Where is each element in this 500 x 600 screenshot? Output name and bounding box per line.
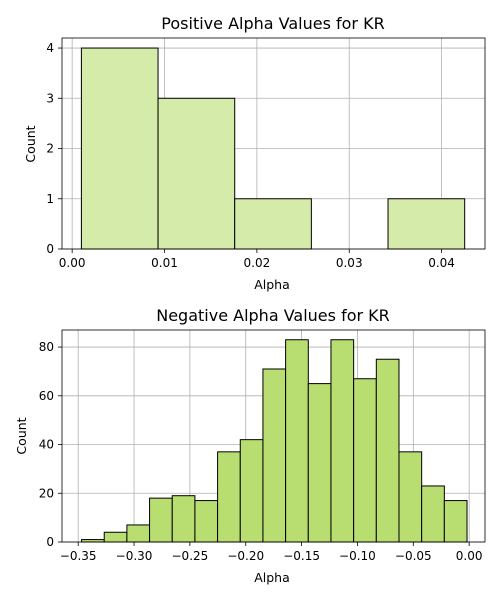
plot-frame xyxy=(61,37,486,250)
histogram-bar xyxy=(239,439,264,543)
y-axis-label: Count xyxy=(14,417,29,454)
histogram-bar xyxy=(217,451,241,543)
histogram-bar xyxy=(194,500,219,543)
negative-alpha-histogram: Negative Alpha Values for KR −0.35 −0.30−… xyxy=(14,306,486,585)
y-tick-label: 3 xyxy=(46,91,54,105)
histogram-bar xyxy=(398,451,423,543)
plot-frame xyxy=(61,329,486,543)
histogram-bar xyxy=(157,97,236,250)
y-tick-label: 40 xyxy=(39,438,54,452)
x-tick-label: 0.01 xyxy=(151,256,178,270)
y-axis-label: Count xyxy=(23,125,38,162)
x-tick-label: −0.30 xyxy=(116,549,153,563)
x-tick-label: −0.20 xyxy=(227,549,264,563)
y-tick-label: 0 xyxy=(46,535,54,549)
x-tick-label: 0.04 xyxy=(428,256,455,270)
y-tick-label: 20 xyxy=(39,486,54,500)
histogram-bar xyxy=(262,368,287,543)
y-tick-label: 60 xyxy=(39,389,54,403)
axes: −0.35 −0.30 −0.25 −0.20 −0.15 −0.10 −0.05 0.00 0… xyxy=(39,329,486,563)
histogram-bar xyxy=(171,495,196,543)
x-tick-label: −0.15 xyxy=(283,549,320,563)
histogram-bar xyxy=(375,358,400,543)
x-axis-label: Alpha xyxy=(254,570,290,585)
y-tick-label: 2 xyxy=(46,142,54,156)
x-tick-label: 0.00 xyxy=(59,256,86,270)
histogram-bar xyxy=(353,378,377,543)
chart-title: Negative Alpha Values for KR xyxy=(156,306,390,325)
positive-alpha-histogram: Positive Alpha Values for KR 0.00 0.01 0.0… xyxy=(23,14,486,292)
y-tick-label: 4 xyxy=(46,41,54,55)
histogram-bar xyxy=(80,47,159,250)
chart-title: Positive Alpha Values for KR xyxy=(161,14,384,33)
x-tick-label: 0.00 xyxy=(456,549,483,563)
x-tick-label: −0.25 xyxy=(172,549,209,563)
histogram-bar xyxy=(307,383,332,543)
x-tick-label: −0.35 xyxy=(60,549,97,563)
histogram-bar xyxy=(103,531,128,543)
y-tick-label: 0 xyxy=(46,242,54,256)
bars xyxy=(81,339,468,543)
x-tick-label: −0.10 xyxy=(339,549,376,563)
histogram-bar xyxy=(126,524,151,543)
histogram-bar xyxy=(330,339,355,543)
histogram-bar xyxy=(149,497,173,543)
x-axis-label: Alpha xyxy=(254,277,290,292)
histogram-bar xyxy=(387,198,466,250)
histogram-bar xyxy=(421,485,445,543)
x-tick-label: 0.03 xyxy=(336,256,363,270)
y-tick-label: 80 xyxy=(39,340,54,354)
x-tick-label: 0.02 xyxy=(244,256,271,270)
x-tick-label: −0.05 xyxy=(395,549,432,563)
histogram-bar xyxy=(285,339,309,543)
histogram-bar xyxy=(443,500,468,543)
axes: 0.00 0.01 0.02 0.03 0.04 0 1 2 3 4 xyxy=(46,37,486,270)
y-tick-label: 1 xyxy=(46,192,54,206)
histogram-bar xyxy=(234,198,312,250)
